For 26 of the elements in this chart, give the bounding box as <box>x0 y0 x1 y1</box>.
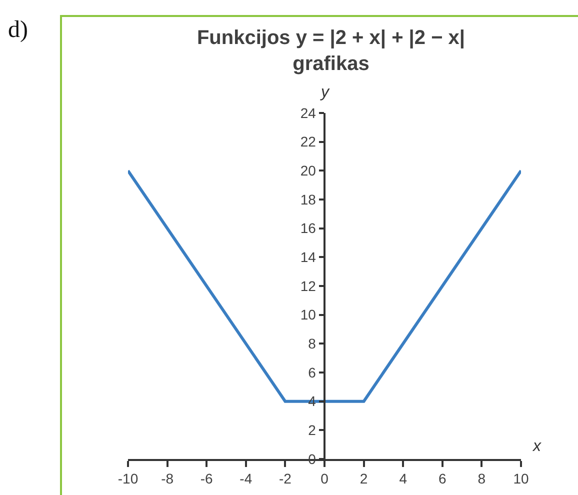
y-tick-label: 20 <box>300 162 316 179</box>
y-tick-label: 12 <box>300 278 316 294</box>
x-tick-label: 0 <box>320 470 329 487</box>
chart-title: Funkcijos y = |2 + x| + |2 − x| grafikas <box>196 27 466 75</box>
x-tick-label: -10 <box>118 470 138 487</box>
y-tick-label: 18 <box>300 191 316 208</box>
y-tick-label: 16 <box>300 220 316 236</box>
y-tick-label: 2 <box>308 422 316 438</box>
x-tick-label: 8 <box>478 470 486 487</box>
text: d) <box>8 17 28 43</box>
x-tick-label: 10 <box>513 470 529 487</box>
y-tick-label: 10 <box>300 306 316 323</box>
x-tick-label: 2 <box>360 470 368 487</box>
x-tick-label: 4 <box>399 470 408 487</box>
y-tick-label: 24 <box>300 104 316 121</box>
x-axis-title: x <box>532 438 542 455</box>
x-tick-label: -2 <box>278 470 292 487</box>
y-tick-label: 14 <box>300 249 316 266</box>
y-tick-label: 22 <box>300 134 316 150</box>
y-tick-label: 6 <box>308 364 316 380</box>
x-tick-label: -6 <box>200 470 214 487</box>
x-tick-label: -4 <box>240 470 252 487</box>
x-tick-label: -8 <box>161 470 174 487</box>
y-tick-label: 8 <box>308 336 316 352</box>
y-axis-title: y <box>320 84 330 101</box>
x-tick-label: 6 <box>438 470 446 487</box>
